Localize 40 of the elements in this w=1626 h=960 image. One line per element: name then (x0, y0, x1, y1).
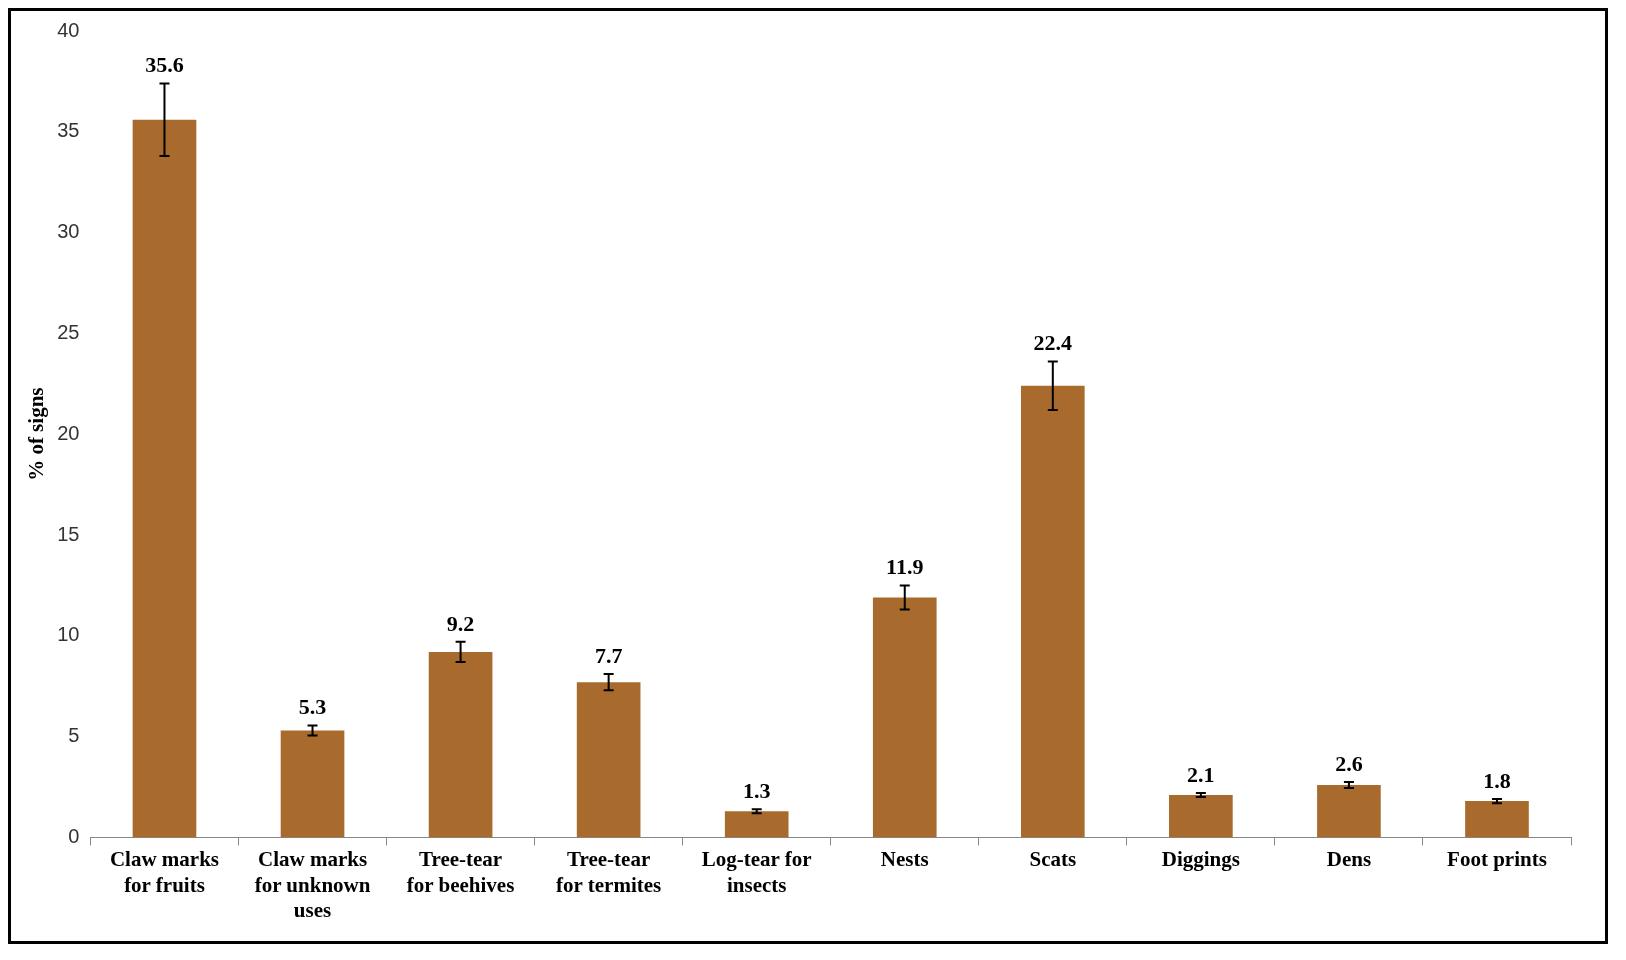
y-tick-label: 10 (57, 623, 80, 646)
data-label: 22.4 (1033, 330, 1073, 356)
x-tick-label: Nests (880, 847, 929, 872)
data-label: 35.6 (145, 52, 184, 78)
data-label: 5.3 (298, 694, 327, 720)
y-tick-label: 35 (57, 119, 80, 142)
bar (428, 651, 493, 838)
bar (872, 597, 937, 838)
data-label: 9.2 (446, 610, 475, 636)
data-label: 11.9 (886, 554, 924, 580)
data-label: 1.8 (1483, 767, 1511, 793)
x-tick-label: Tree-tear for termites (556, 847, 662, 897)
bar (1317, 784, 1381, 838)
y-tick-label: 25 (57, 320, 80, 343)
x-tick-label: Claw marks for unknown uses (254, 847, 371, 922)
bar (1465, 801, 1529, 838)
x-tick-label: Log-tear for insects (701, 847, 812, 897)
y-tick-label: 15 (57, 522, 80, 545)
bar (280, 730, 345, 838)
bar (1169, 795, 1233, 838)
x-tick-label: Foot prints (1447, 847, 1547, 872)
y-tick-label: 5 (68, 724, 80, 747)
data-label: 1.3 (742, 777, 771, 803)
bar (1020, 385, 1085, 838)
bar (724, 811, 789, 838)
x-tick-label: Diggings (1161, 847, 1240, 872)
data-label: 7.7 (594, 642, 623, 668)
y-axis-title: % of signs (24, 387, 49, 481)
y-tick-label: 40 (57, 18, 80, 41)
data-label: 2.1 (1187, 761, 1215, 787)
x-tick-label: Tree-tear for beehives (406, 847, 515, 897)
data-label: 2.6 (1335, 750, 1363, 776)
x-tick-label: Dens (1326, 847, 1372, 872)
x-tick-label: Claw marks for fruits (109, 847, 220, 897)
y-tick-label: 20 (57, 421, 80, 444)
y-tick-label: 30 (57, 220, 80, 243)
y-tick-label: 0 (68, 824, 80, 847)
bar (576, 682, 641, 838)
x-tick-label: Scats (1029, 847, 1077, 872)
bar (132, 119, 197, 838)
